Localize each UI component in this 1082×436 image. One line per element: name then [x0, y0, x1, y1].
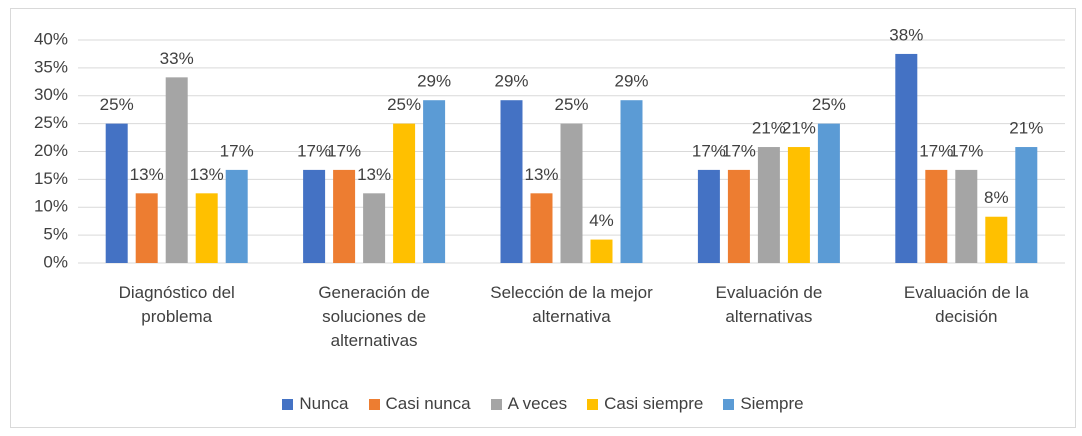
- data-label: 25%: [554, 95, 588, 114]
- bar: [195, 193, 218, 263]
- x-tick-label: Generación de soluciones de alternativas: [318, 283, 430, 350]
- legend-label: Siempre: [740, 394, 804, 413]
- y-tick-label: 40%: [34, 29, 68, 48]
- bar: [985, 216, 1008, 263]
- bar: [135, 193, 158, 263]
- bar: [560, 123, 583, 263]
- data-label: 29%: [494, 72, 528, 91]
- bar: [955, 169, 978, 263]
- bar: [363, 193, 386, 263]
- data-label: 17%: [327, 141, 361, 160]
- legend-item: Nunca: [282, 394, 349, 414]
- legend-item: Casi siempre: [587, 394, 703, 414]
- bar: [697, 169, 720, 263]
- bar: [333, 169, 356, 263]
- x-tick-label: Diagnóstico del problema: [118, 283, 235, 326]
- bar: [393, 123, 416, 263]
- data-label: 25%: [812, 95, 846, 114]
- y-tick-label: 0%: [43, 252, 68, 271]
- legend-item: Casi nunca: [368, 394, 471, 414]
- bar: [925, 169, 948, 263]
- legend-swatch: [368, 398, 380, 410]
- y-tick-label: 10%: [34, 197, 68, 216]
- data-label: 21%: [1009, 119, 1043, 138]
- x-tick-label: Evaluación de la decisión: [903, 283, 1029, 326]
- bar: [105, 123, 128, 263]
- legend-label: Casi siempre: [604, 394, 704, 413]
- data-label: 4%: [589, 211, 614, 230]
- bar: [530, 193, 553, 263]
- legend-item: Siempre: [723, 394, 804, 414]
- legend-label: A veces: [507, 394, 568, 413]
- data-label: 13%: [190, 165, 224, 184]
- data-label: 21%: [752, 119, 786, 138]
- legend-swatch: [587, 398, 599, 410]
- bar: [303, 169, 326, 263]
- data-label: 13%: [130, 165, 164, 184]
- legend-swatch: [723, 398, 735, 410]
- y-tick-label: 5%: [43, 225, 68, 244]
- bar: [500, 100, 523, 264]
- data-label: 29%: [614, 72, 648, 91]
- data-label: 17%: [949, 141, 983, 160]
- legend-swatch: [490, 398, 502, 410]
- y-tick-label: 25%: [34, 113, 68, 132]
- bar: [727, 169, 750, 263]
- legend-swatch: [282, 398, 294, 410]
- data-label: 17%: [692, 141, 726, 160]
- data-label: 17%: [722, 141, 756, 160]
- bar: [423, 100, 446, 264]
- y-tick-label: 35%: [34, 57, 68, 76]
- bar: [895, 53, 918, 263]
- legend-item: A veces: [490, 394, 568, 414]
- data-label: 21%: [782, 119, 816, 138]
- legend-label: Nunca: [299, 394, 349, 413]
- legend-label: Casi nunca: [385, 394, 471, 413]
- bar: [1015, 147, 1038, 263]
- bar: [787, 147, 810, 263]
- y-tick-label: 20%: [34, 141, 68, 160]
- data-label: 25%: [387, 95, 421, 114]
- bar: [165, 77, 188, 263]
- y-tick-label: 15%: [34, 169, 68, 188]
- bar: [757, 147, 780, 263]
- data-label: 38%: [889, 25, 923, 44]
- bar: [590, 239, 613, 263]
- y-tick-label: 30%: [34, 85, 68, 104]
- data-label: 17%: [220, 141, 254, 160]
- x-tick-label: Selección de la mejor alternativa: [490, 283, 653, 326]
- data-label: 25%: [100, 95, 134, 114]
- data-label: 33%: [160, 49, 194, 68]
- bar: [225, 169, 248, 263]
- data-label: 29%: [417, 72, 451, 91]
- bar: [817, 123, 840, 263]
- data-label: 13%: [357, 165, 391, 184]
- data-label: 17%: [297, 141, 331, 160]
- data-label: 17%: [919, 141, 953, 160]
- data-label: 13%: [524, 165, 558, 184]
- data-label: 8%: [984, 188, 1009, 207]
- legend: Nunca Casi nunca A veces Casi siempre Siempr…: [10, 394, 1076, 414]
- bar: [620, 100, 643, 264]
- x-tick-label: Evaluación de alternativas: [715, 283, 823, 326]
